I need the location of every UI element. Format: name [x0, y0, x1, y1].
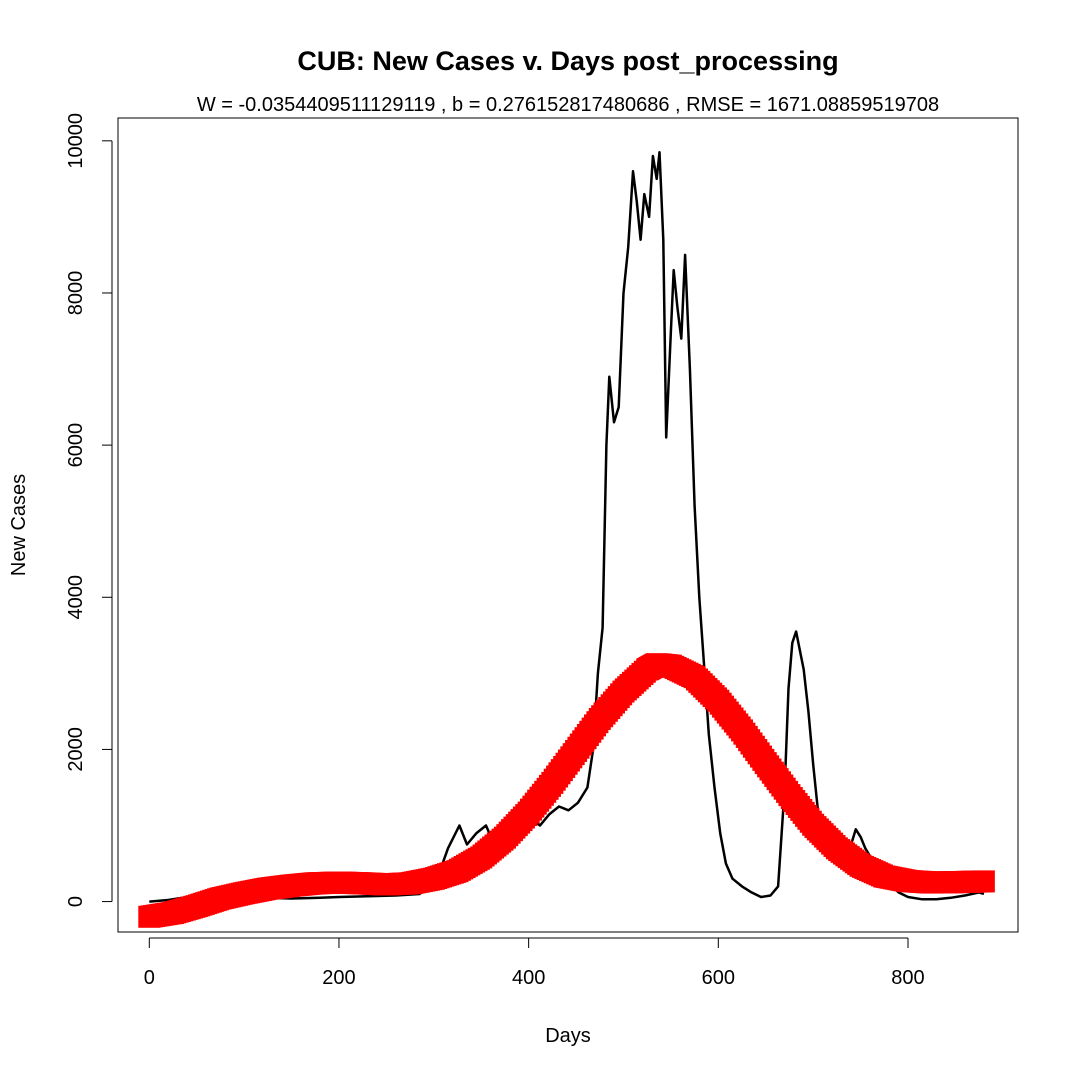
y-axis: 0 2000 4000 6000 8000 10000 — [65, 113, 113, 907]
chart-subtitle: W = -0.0354409511129119 , b = 0.27615281… — [197, 94, 939, 116]
plot-frame — [117, 117, 1019, 933]
x-axis: 0 200 400 600 800 — [144, 937, 925, 989]
x-tick-label-400: 400 — [512, 967, 545, 989]
series-group — [138, 150, 995, 928]
y-tick-label-10000: 10000 — [65, 113, 87, 169]
chart-title: CUB: New Cases v. Days post_processing — [297, 46, 838, 76]
y-tick-label-4000: 4000 — [65, 575, 87, 620]
x-tick-label-800: 800 — [891, 967, 924, 989]
x-tick-label-200: 200 — [322, 967, 355, 989]
fit-marker — [972, 870, 995, 893]
x-axis-label: Days — [545, 1025, 591, 1047]
y-tick-label-6000: 6000 — [65, 423, 87, 468]
y-tick-label-2000: 2000 — [65, 727, 87, 772]
y-tick-label-0: 0 — [65, 896, 87, 907]
series-new-cases-line — [149, 150, 985, 903]
y-axis-label: New Cases — [8, 474, 30, 576]
x-tick-label-0: 0 — [144, 967, 155, 989]
x-tick-label-600: 600 — [702, 967, 735, 989]
y-tick-label-8000: 8000 — [65, 271, 87, 316]
series-fit-band — [138, 653, 995, 928]
